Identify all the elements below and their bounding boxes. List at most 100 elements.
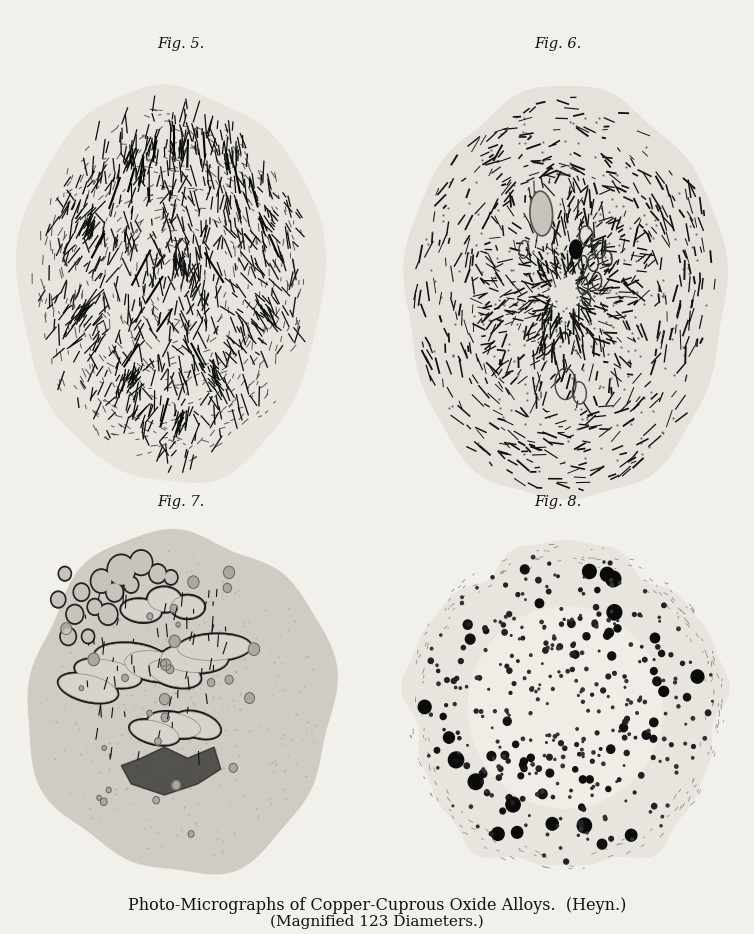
- Point: [550, 323, 562, 338]
- Point: [541, 290, 553, 304]
- Circle shape: [229, 763, 238, 772]
- Point: [505, 403, 517, 417]
- Circle shape: [624, 686, 626, 688]
- Point: [560, 301, 572, 316]
- Circle shape: [493, 710, 496, 713]
- Circle shape: [61, 623, 72, 634]
- Point: [621, 344, 633, 359]
- Point: [670, 318, 682, 333]
- Point: [533, 463, 545, 478]
- Point: [686, 240, 698, 255]
- Point: [528, 265, 540, 280]
- Point: [628, 234, 640, 248]
- Circle shape: [664, 713, 667, 715]
- Circle shape: [598, 650, 600, 652]
- Circle shape: [562, 756, 565, 758]
- Circle shape: [516, 592, 520, 597]
- Point: [618, 307, 630, 322]
- Circle shape: [712, 700, 713, 702]
- Point: [604, 332, 616, 347]
- Point: [585, 206, 597, 221]
- Circle shape: [519, 638, 520, 640]
- Circle shape: [610, 611, 613, 613]
- Circle shape: [627, 699, 629, 701]
- Circle shape: [597, 612, 601, 616]
- Point: [648, 231, 660, 246]
- Circle shape: [614, 623, 615, 625]
- Circle shape: [106, 787, 111, 793]
- Point: [665, 321, 677, 336]
- Circle shape: [459, 686, 461, 689]
- Point: [491, 250, 503, 265]
- Point: [618, 252, 630, 267]
- Point: [600, 236, 612, 251]
- Circle shape: [543, 627, 545, 630]
- Circle shape: [530, 687, 534, 691]
- Circle shape: [578, 818, 591, 833]
- Circle shape: [430, 714, 432, 716]
- Point: [551, 310, 563, 325]
- Point: [604, 283, 616, 298]
- Point: [593, 380, 605, 395]
- Circle shape: [68, 606, 82, 622]
- Point: [569, 401, 581, 416]
- Circle shape: [437, 670, 440, 672]
- Circle shape: [569, 796, 571, 799]
- Point: [572, 135, 584, 150]
- Circle shape: [510, 655, 513, 658]
- Circle shape: [504, 616, 507, 618]
- Point: [580, 450, 592, 465]
- Circle shape: [691, 744, 695, 748]
- Circle shape: [499, 746, 501, 748]
- Ellipse shape: [530, 191, 553, 236]
- Circle shape: [92, 571, 111, 591]
- Circle shape: [639, 772, 644, 778]
- Circle shape: [639, 698, 642, 700]
- Circle shape: [437, 767, 439, 769]
- Circle shape: [536, 766, 541, 771]
- Circle shape: [521, 627, 523, 629]
- Circle shape: [535, 793, 539, 796]
- Circle shape: [431, 647, 433, 650]
- Point: [619, 276, 631, 290]
- Circle shape: [546, 833, 549, 836]
- Point: [613, 237, 625, 252]
- Point: [452, 354, 464, 369]
- Point: [621, 160, 633, 175]
- Point: [651, 218, 663, 233]
- Circle shape: [568, 620, 569, 621]
- Circle shape: [553, 637, 556, 640]
- Circle shape: [505, 709, 508, 713]
- Circle shape: [626, 703, 627, 706]
- Point: [512, 281, 524, 296]
- Circle shape: [706, 710, 711, 715]
- Circle shape: [434, 747, 440, 753]
- Point: [551, 267, 563, 282]
- Circle shape: [658, 650, 664, 657]
- Circle shape: [614, 673, 615, 675]
- Point: [583, 295, 595, 310]
- Circle shape: [492, 727, 493, 729]
- Circle shape: [592, 751, 595, 754]
- Point: [638, 390, 650, 405]
- Point: [550, 293, 562, 308]
- Circle shape: [443, 732, 455, 743]
- Ellipse shape: [130, 720, 179, 744]
- Circle shape: [590, 693, 593, 696]
- Point: [428, 343, 440, 358]
- Circle shape: [501, 751, 509, 759]
- Circle shape: [659, 620, 661, 622]
- Circle shape: [475, 676, 479, 679]
- Circle shape: [511, 800, 514, 804]
- Point: [667, 320, 679, 335]
- Point: [447, 348, 459, 363]
- Circle shape: [468, 774, 483, 789]
- Circle shape: [467, 744, 468, 746]
- Circle shape: [558, 671, 560, 672]
- Circle shape: [480, 710, 483, 714]
- Circle shape: [458, 752, 459, 754]
- Ellipse shape: [169, 594, 206, 620]
- Circle shape: [560, 607, 562, 610]
- Circle shape: [125, 578, 137, 591]
- Point: [626, 325, 638, 340]
